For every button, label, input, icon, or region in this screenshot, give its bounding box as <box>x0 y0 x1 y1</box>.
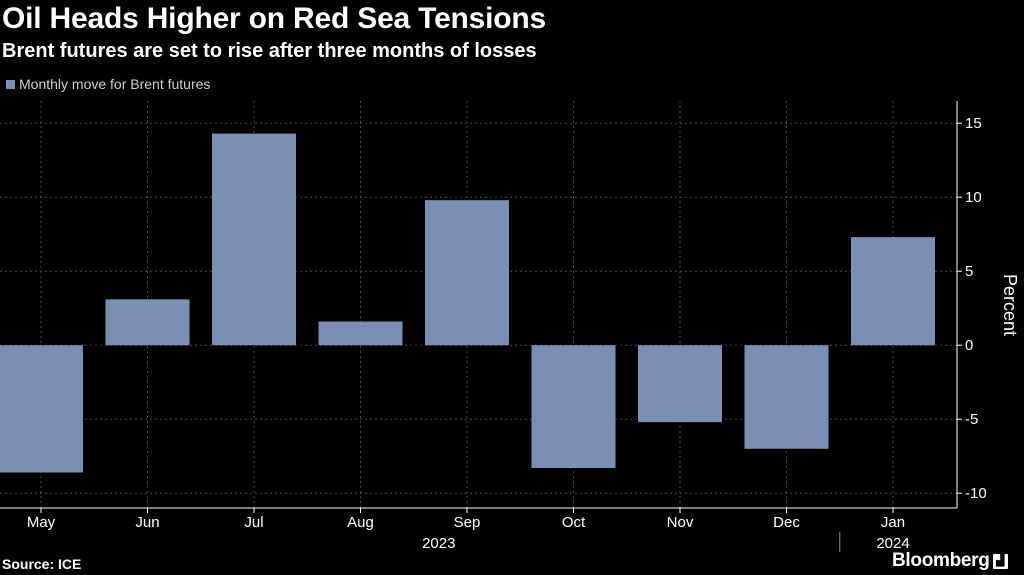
legend-label: Monthly move for Brent futures <box>19 76 211 92</box>
y-tick-label: 15 <box>965 115 982 132</box>
bar-jun <box>105 299 190 346</box>
y-tick-label: 10 <box>965 189 982 206</box>
legend-swatch <box>6 79 15 89</box>
bar-may <box>0 345 83 473</box>
bloomberg-chart-icon: ▟ <box>992 553 1008 569</box>
brand-name: Bloomberg <box>892 550 990 571</box>
chart-title: Oil Heads Higher on Red Sea Tensions <box>2 2 547 35</box>
x-tick-label: Sep <box>454 514 481 531</box>
axis-layer: 15 10 5 0 -5 -10 May Jun Jul Aug Sep Oct Nov Dec Jan 20… <box>0 101 1020 552</box>
x-tick-label: Jul <box>244 514 263 531</box>
x-tick-label: Jan <box>881 514 905 531</box>
bar-sep <box>425 200 509 346</box>
brand-logo: Bloomberg ▟ <box>892 550 1008 572</box>
year-label: 2024 <box>876 535 909 552</box>
x-tick-label: Jun <box>135 514 159 531</box>
legend: Monthly move for Brent futures <box>6 76 210 92</box>
bar-oct <box>531 345 616 469</box>
bar-aug <box>318 321 403 346</box>
y-axis-label: Percent <box>1000 274 1020 336</box>
y-tick-label: 5 <box>965 263 973 280</box>
x-tick-label: Dec <box>773 514 800 531</box>
x-tick-label: Oct <box>562 514 586 531</box>
bar-nov <box>638 345 722 423</box>
y-tick-label: -5 <box>965 411 978 428</box>
x-tick-label: Nov <box>667 514 694 531</box>
chart-subtitle: Brent futures are set to rise after thre… <box>2 40 537 62</box>
source-note: Source: ICE <box>2 556 82 572</box>
y-tick-label: -10 <box>965 485 987 502</box>
bars-layer <box>0 133 935 473</box>
bar-dec <box>744 345 829 449</box>
bar-jul <box>212 133 296 346</box>
year-label: 2023 <box>422 535 455 552</box>
y-tick-label: 0 <box>965 337 973 354</box>
x-tick-label: Aug <box>347 514 374 531</box>
x-tick-label: May <box>27 514 56 531</box>
bar-jan <box>851 237 935 346</box>
